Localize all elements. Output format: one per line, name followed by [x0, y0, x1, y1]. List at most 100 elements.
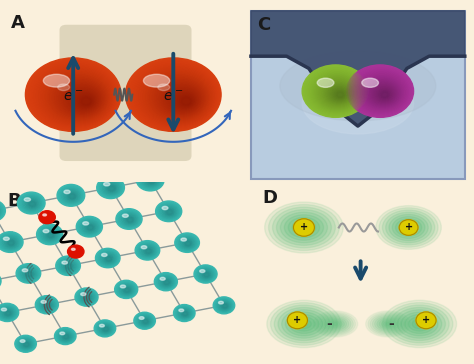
- Circle shape: [142, 318, 149, 324]
- Circle shape: [175, 306, 193, 320]
- Circle shape: [5, 310, 11, 316]
- Circle shape: [34, 64, 117, 127]
- Circle shape: [137, 315, 153, 327]
- Circle shape: [47, 74, 109, 121]
- Ellipse shape: [313, 311, 358, 337]
- Ellipse shape: [390, 305, 449, 343]
- Circle shape: [27, 200, 37, 207]
- Ellipse shape: [83, 222, 89, 225]
- Circle shape: [76, 216, 102, 237]
- Circle shape: [155, 201, 182, 222]
- Ellipse shape: [122, 214, 128, 217]
- Circle shape: [26, 271, 33, 277]
- Circle shape: [140, 244, 156, 257]
- Ellipse shape: [282, 310, 326, 338]
- Ellipse shape: [43, 74, 70, 87]
- Circle shape: [141, 173, 160, 188]
- Circle shape: [139, 244, 156, 257]
- Circle shape: [85, 223, 95, 232]
- Circle shape: [356, 72, 407, 112]
- Circle shape: [40, 299, 55, 311]
- Circle shape: [98, 323, 112, 334]
- Circle shape: [99, 251, 117, 266]
- Circle shape: [63, 189, 81, 203]
- Circle shape: [174, 93, 195, 108]
- Circle shape: [108, 186, 115, 191]
- Circle shape: [45, 230, 56, 240]
- Circle shape: [416, 312, 436, 329]
- Circle shape: [349, 67, 412, 116]
- Circle shape: [0, 200, 5, 222]
- Circle shape: [20, 267, 37, 281]
- Text: $e^-$: $e^-$: [63, 90, 83, 103]
- Circle shape: [131, 62, 218, 128]
- Ellipse shape: [370, 313, 406, 335]
- Circle shape: [399, 219, 418, 235]
- Circle shape: [119, 211, 140, 228]
- Ellipse shape: [331, 321, 340, 327]
- Circle shape: [140, 317, 150, 325]
- Circle shape: [117, 282, 136, 297]
- Ellipse shape: [373, 315, 403, 333]
- Circle shape: [65, 264, 73, 269]
- Circle shape: [145, 72, 210, 122]
- Ellipse shape: [405, 225, 412, 230]
- Circle shape: [41, 228, 59, 242]
- Circle shape: [25, 198, 39, 209]
- Circle shape: [1, 308, 14, 318]
- Circle shape: [143, 174, 159, 187]
- Circle shape: [0, 272, 1, 291]
- Circle shape: [19, 339, 33, 349]
- Circle shape: [61, 187, 82, 204]
- Circle shape: [41, 300, 54, 310]
- Circle shape: [60, 332, 72, 341]
- Circle shape: [58, 258, 78, 274]
- Circle shape: [128, 218, 133, 222]
- Circle shape: [163, 280, 170, 285]
- Circle shape: [138, 243, 157, 258]
- Circle shape: [68, 193, 76, 199]
- Polygon shape: [251, 11, 465, 126]
- Circle shape: [0, 304, 18, 321]
- Circle shape: [195, 266, 216, 282]
- Circle shape: [165, 86, 200, 112]
- Circle shape: [24, 342, 29, 347]
- Circle shape: [124, 288, 130, 292]
- Circle shape: [80, 292, 94, 303]
- Circle shape: [139, 171, 162, 189]
- Circle shape: [78, 290, 95, 304]
- Circle shape: [323, 81, 354, 105]
- Circle shape: [43, 229, 57, 241]
- Circle shape: [39, 298, 55, 311]
- Circle shape: [314, 75, 360, 110]
- Circle shape: [98, 250, 118, 266]
- Circle shape: [0, 202, 3, 220]
- Circle shape: [0, 306, 16, 319]
- Circle shape: [381, 92, 388, 97]
- Circle shape: [146, 177, 156, 185]
- Circle shape: [48, 233, 53, 237]
- Circle shape: [163, 207, 176, 217]
- Circle shape: [136, 314, 154, 328]
- Circle shape: [36, 224, 63, 245]
- Circle shape: [64, 335, 69, 339]
- Circle shape: [38, 67, 114, 125]
- Circle shape: [0, 305, 17, 320]
- Circle shape: [106, 257, 111, 261]
- Circle shape: [18, 338, 34, 350]
- Circle shape: [65, 191, 78, 201]
- Circle shape: [21, 268, 36, 280]
- Circle shape: [148, 178, 155, 183]
- Ellipse shape: [381, 320, 395, 328]
- Circle shape: [134, 312, 155, 329]
- Circle shape: [143, 247, 153, 255]
- Circle shape: [173, 305, 195, 321]
- Circle shape: [122, 286, 131, 293]
- Circle shape: [316, 76, 359, 109]
- Ellipse shape: [120, 285, 126, 288]
- Ellipse shape: [179, 309, 184, 312]
- Circle shape: [0, 203, 1, 219]
- Circle shape: [148, 179, 154, 183]
- Circle shape: [18, 192, 45, 214]
- Ellipse shape: [43, 214, 46, 216]
